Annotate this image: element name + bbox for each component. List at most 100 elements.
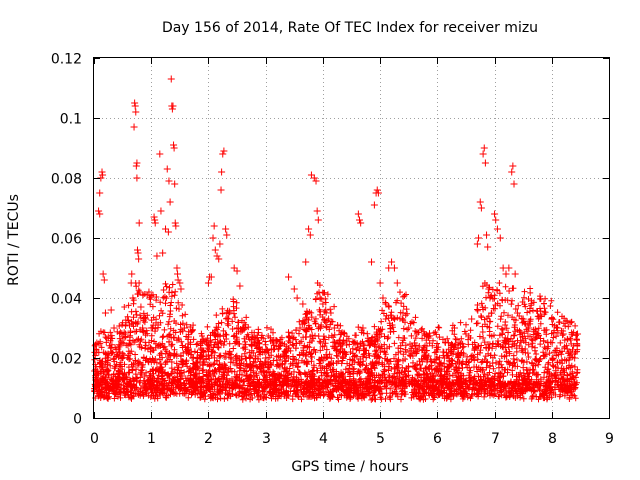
data-cloud	[91, 280, 581, 403]
grid-lines	[94, 58, 609, 418]
x-tick-label: 9	[605, 431, 614, 447]
data-point	[462, 330, 470, 338]
data-point	[316, 294, 324, 302]
data-point	[163, 165, 171, 173]
data-point	[492, 216, 500, 224]
data-point	[213, 252, 221, 260]
data-point	[151, 216, 159, 224]
data-point	[325, 315, 333, 323]
data-point	[491, 210, 499, 218]
data-point	[132, 108, 140, 116]
data-point	[233, 267, 241, 275]
data-point	[475, 234, 483, 242]
data-point	[483, 231, 491, 239]
data-point	[511, 270, 519, 278]
data-point	[165, 177, 173, 185]
x-tick-label: 6	[433, 431, 442, 447]
x-axis-ticks: 0 1 2 3 4 5 6 7 8 9	[90, 58, 614, 447]
data-point	[137, 303, 145, 311]
data-point	[159, 249, 167, 257]
data-point	[179, 327, 187, 335]
data-point	[193, 354, 201, 362]
data-point	[559, 330, 567, 338]
data-point	[468, 315, 476, 323]
data-point	[131, 99, 139, 107]
data-point	[310, 174, 318, 182]
data-point	[153, 252, 161, 260]
data-point	[107, 306, 115, 314]
y-tick-label: 0	[73, 412, 82, 428]
data-point	[130, 123, 138, 131]
data-point	[135, 219, 143, 227]
chart-title: Day 156 of 2014, Rate Of TEC Index for r…	[162, 20, 538, 36]
data-point	[473, 240, 481, 248]
data-point	[93, 339, 101, 347]
data-point	[574, 330, 582, 338]
data-points	[93, 75, 582, 368]
data-point	[525, 324, 533, 332]
data-point	[139, 324, 147, 332]
x-tick-label: 7	[491, 431, 500, 447]
x-tick-label: 2	[204, 431, 213, 447]
data-point	[285, 273, 293, 281]
data-point	[147, 324, 155, 332]
data-point	[356, 216, 364, 224]
data-point	[170, 144, 178, 152]
data-point	[305, 225, 313, 233]
data-point	[488, 309, 496, 317]
data-point	[166, 198, 174, 206]
y-axis-ticks: 0 0.02 0.04 0.06 0.08 0.1 0.12	[51, 52, 609, 428]
data-point	[519, 315, 527, 323]
data-point	[393, 279, 401, 287]
x-tick-label: 4	[319, 431, 328, 447]
data-point	[211, 246, 219, 254]
data-point	[480, 144, 488, 152]
data-point	[145, 288, 153, 296]
data-point	[239, 324, 247, 332]
data-point	[151, 219, 159, 227]
data-point	[306, 231, 314, 239]
data-point	[357, 219, 365, 227]
y-tick-label: 0.04	[51, 292, 82, 308]
data-point	[554, 324, 561, 332]
data-point	[451, 324, 458, 332]
data-point	[290, 285, 298, 293]
data-point	[168, 105, 176, 113]
data-point	[96, 210, 104, 218]
data-point	[293, 294, 301, 302]
y-tick-label: 0.1	[60, 112, 82, 128]
data-point	[267, 345, 275, 353]
data-point	[354, 210, 362, 218]
data-point	[132, 162, 140, 170]
data-point	[184, 333, 192, 341]
data-point	[486, 294, 494, 302]
data-point	[307, 171, 315, 179]
data-point	[177, 285, 185, 293]
data-point	[224, 315, 232, 323]
data-point	[156, 150, 164, 158]
data-point	[129, 294, 137, 302]
data-point	[322, 306, 330, 314]
data-point	[136, 288, 144, 296]
data-point	[167, 75, 175, 83]
data-point	[100, 276, 108, 284]
data-point	[95, 207, 103, 215]
data-point	[313, 207, 321, 215]
data-point	[110, 324, 118, 332]
data-point	[509, 162, 517, 170]
data-point	[135, 255, 143, 263]
data-point	[493, 225, 501, 233]
data-point	[484, 243, 492, 251]
data-point	[510, 180, 518, 188]
data-point	[171, 180, 179, 188]
data-point	[98, 168, 106, 176]
data-point	[368, 258, 376, 266]
data-point	[172, 222, 180, 230]
data-point	[319, 300, 327, 308]
x-tick-label: 1	[147, 431, 156, 447]
plot-frame	[93, 57, 610, 419]
data-point	[314, 216, 322, 224]
y-axis-label: ROTI / TECUs	[6, 194, 22, 286]
data-point	[125, 321, 133, 329]
